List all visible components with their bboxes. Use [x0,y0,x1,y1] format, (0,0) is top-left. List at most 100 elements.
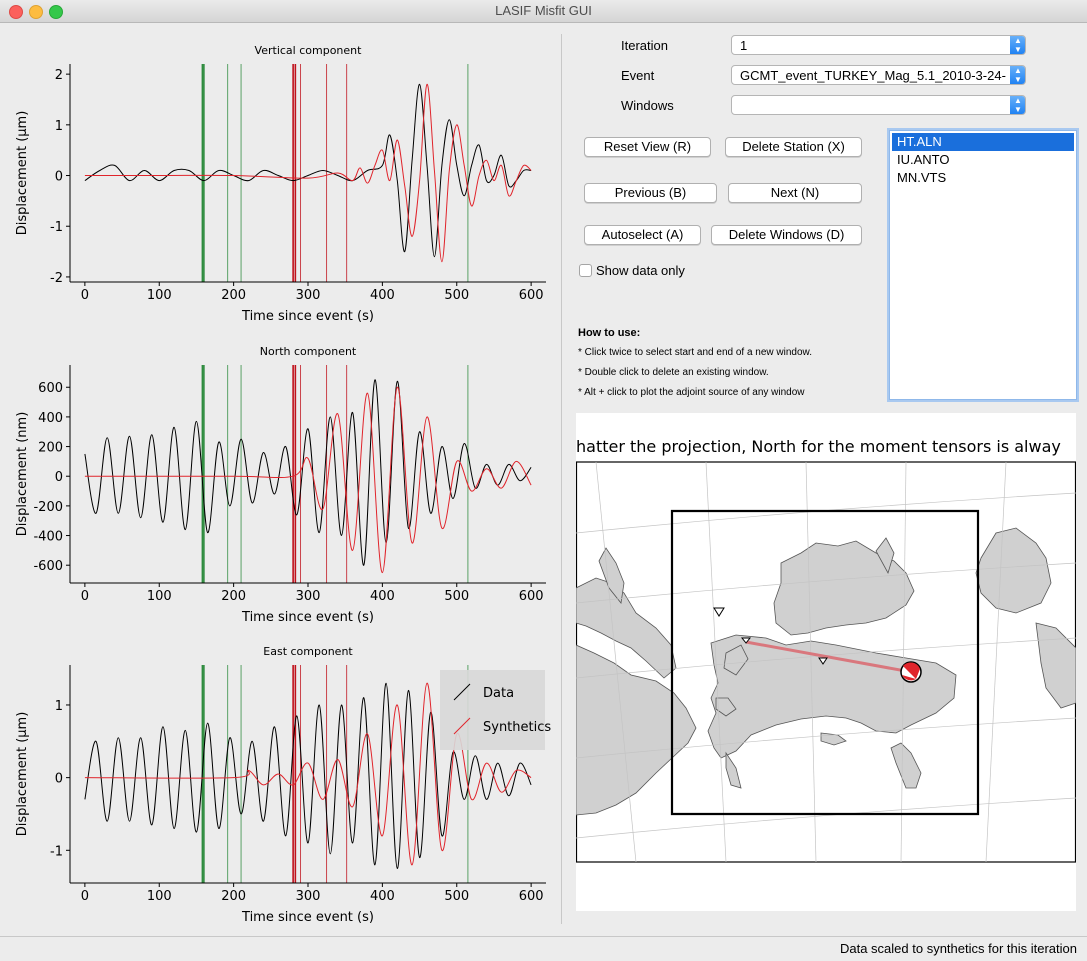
station-triangle-icon[interactable] [713,607,725,617]
x-tick-label: 400 [370,288,395,303]
chevron-updown-icon: ▲ ▼ [1010,66,1025,84]
x-axis-label: Time since event (s) [241,610,374,625]
status-text: Data scaled to synthetics for this itera… [839,941,1077,956]
y-axis-label: Displacement (μm) [15,712,30,837]
x-axis-label: Time since event (s) [241,309,374,324]
x-tick-label: 500 [444,589,469,604]
howto-line: * Click twice to select start and end of… [578,347,813,358]
x-tick-label: 300 [296,889,321,904]
waveform-panel: North component 0 100 200 300 400 500 600 600 400… [15,345,546,625]
show-data-only-label[interactable]: Show data only [596,263,685,278]
howto-line: * Double click to delete an existing win… [578,367,769,378]
chart-legend: Data Synthetics [440,670,551,750]
minimize-window-button[interactable] [29,5,43,19]
station-triangle-icon[interactable] [818,657,828,665]
windows-label: Windows [621,98,674,113]
station-list-item[interactable]: MN.VTS [897,170,947,185]
reset-view-button[interactable]: Reset View (R) [584,137,711,157]
x-tick-label: 100 [147,889,172,904]
autoselect-button[interactable]: Autoselect (A) [584,225,701,245]
legend-label: Synthetics [483,720,551,735]
data-trace [84,379,532,566]
y-tick-label: 0 [55,470,63,485]
y-tick-label: -1 [50,844,63,859]
show-data-only-checkbox[interactable] [579,264,592,277]
x-tick-label: 100 [147,288,172,303]
x-tick-label: 100 [147,589,172,604]
windows-select[interactable]: ▲ ▼ [731,95,1026,115]
next-button[interactable]: Next (N) [728,183,862,203]
station-list-item[interactable]: IU.ANTO [897,152,950,167]
map-panel[interactable]: hatter the projection, North for the mom… [576,413,1076,911]
zoom-window-button[interactable] [49,5,63,19]
title-bar: LASIF Misfit GUI [0,0,1087,23]
x-axis-label: Time since event (s) [241,910,374,925]
y-tick-label: -1 [50,220,63,235]
x-tick-label: 500 [444,889,469,904]
y-tick-label: 1 [55,699,63,714]
y-axis-label: Displacement (nm) [15,412,30,537]
x-tick-label: 0 [81,889,89,904]
y-tick-label: 200 [38,441,63,456]
beachball-icon[interactable] [900,661,922,683]
panel-splitter[interactable] [561,34,562,924]
chart-title: Vertical component [255,44,363,57]
legend-synthetics-swatch [453,717,471,735]
chart-title: North component [260,345,357,358]
y-tick-label: 1 [55,119,63,134]
legend-box [440,670,545,750]
delete-windows-button[interactable]: Delete Windows (D) [711,225,862,245]
waveform-panel: East component 0 100 200 300 400 500 600 1 0 -1 Tim… [15,645,551,925]
data-trace [84,83,532,258]
x-tick-label: 600 [519,589,544,604]
chevron-updown-icon: ▲ ▼ [1010,96,1025,114]
station-map[interactable]: hatter the projection, North for the mom… [576,413,1076,911]
great-circle-path [745,640,912,674]
window-title: LASIF Misfit GUI [495,3,592,18]
howto-title: How to use: [578,327,641,339]
y-tick-label: 400 [38,411,63,426]
howto-line: * Alt + click to plot the adjoint source… [578,387,805,398]
x-tick-label: 0 [81,288,89,303]
iteration-value: 1 [740,38,748,53]
landmass [576,527,1076,816]
delete-station-button[interactable]: Delete Station (X) [725,137,862,157]
iteration-select[interactable]: 1 ▲ ▼ [731,35,1026,55]
y-tick-label: 0 [55,772,63,787]
x-tick-label: 500 [444,288,469,303]
station-list-item[interactable]: HT.ALN [892,133,1074,151]
x-tick-label: 0 [81,589,89,604]
x-tick-label: 300 [296,288,321,303]
iteration-label: Iteration [621,38,668,53]
x-tick-label: 200 [221,589,246,604]
waveform-panel: Vertical component 0 100 200 300 400 500 600 2 1 0… [15,44,546,324]
chart-title: East component [263,645,353,658]
y-tick-label: 0 [55,170,63,185]
y-tick-label: 2 [55,68,63,83]
event-select[interactable]: GCMT_event_TURKEY_Mag_5.1_2010-3-24- ▲ ▼ [731,65,1026,85]
legend-data-swatch [453,683,471,701]
x-tick-label: 300 [296,589,321,604]
status-bar: Data scaled to synthetics for this itera… [0,936,1087,961]
x-tick-label: 200 [221,288,246,303]
y-tick-label: -400 [33,530,63,545]
domain-boundary [670,509,980,816]
map-caption: hatter the projection, North for the mom… [576,437,1061,456]
y-axis-label: Displacement (μm) [15,111,30,236]
x-tick-label: 600 [519,288,544,303]
y-tick-label: -200 [33,500,63,515]
station-triangle-icon[interactable] [740,637,752,644]
y-tick-label: -600 [33,559,63,574]
x-tick-label: 400 [370,889,395,904]
synthetics-trace [84,83,532,263]
data-trace [84,682,532,870]
event-value: GCMT_event_TURKEY_Mag_5.1_2010-3-24- [740,68,1006,83]
synthetics-trace [84,682,532,866]
event-label: Event [621,68,655,83]
close-window-button[interactable] [9,5,23,19]
previous-button[interactable]: Previous (B) [584,183,717,203]
chevron-updown-icon: ▲ ▼ [1010,36,1025,54]
synthetics-trace [84,386,532,574]
station-list[interactable]: HT.ALN IU.ANTO MN.VTS [889,130,1077,400]
